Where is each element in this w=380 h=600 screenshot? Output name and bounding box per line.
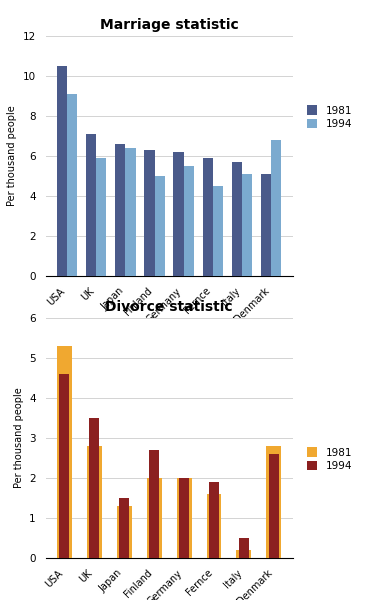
Bar — [144, 150, 155, 276]
Bar — [271, 140, 281, 276]
Title: Divorce statistic: Divorce statistic — [105, 300, 233, 314]
Bar — [266, 446, 281, 558]
Bar — [57, 346, 72, 558]
Bar — [203, 158, 213, 276]
Bar — [125, 148, 136, 276]
Bar — [206, 494, 222, 558]
Bar — [87, 446, 102, 558]
Y-axis label: Per thousand people: Per thousand people — [7, 106, 17, 206]
Legend: 1981, 1994: 1981, 1994 — [303, 443, 356, 475]
Bar — [239, 538, 249, 558]
Bar — [57, 66, 67, 276]
Bar — [209, 482, 219, 558]
Bar — [269, 454, 279, 558]
Bar — [149, 450, 159, 558]
Bar — [115, 144, 125, 276]
Bar — [213, 186, 223, 276]
Bar — [86, 134, 96, 276]
Bar — [67, 94, 77, 276]
Bar — [96, 158, 106, 276]
Bar — [147, 478, 162, 558]
Bar — [174, 152, 184, 276]
Bar — [261, 174, 271, 276]
Bar — [177, 478, 192, 558]
Bar — [236, 550, 252, 558]
Title: Marriage statistic: Marriage statistic — [100, 18, 239, 32]
Bar — [155, 176, 165, 276]
Bar — [184, 166, 194, 276]
Bar — [117, 506, 132, 558]
Bar — [232, 162, 242, 276]
Bar — [59, 374, 69, 558]
Bar — [89, 418, 99, 558]
Bar — [119, 498, 129, 558]
Y-axis label: Per thousand people: Per thousand people — [14, 388, 24, 488]
Legend: 1981, 1994: 1981, 1994 — [303, 101, 356, 133]
Bar — [179, 478, 189, 558]
Bar — [242, 174, 252, 276]
